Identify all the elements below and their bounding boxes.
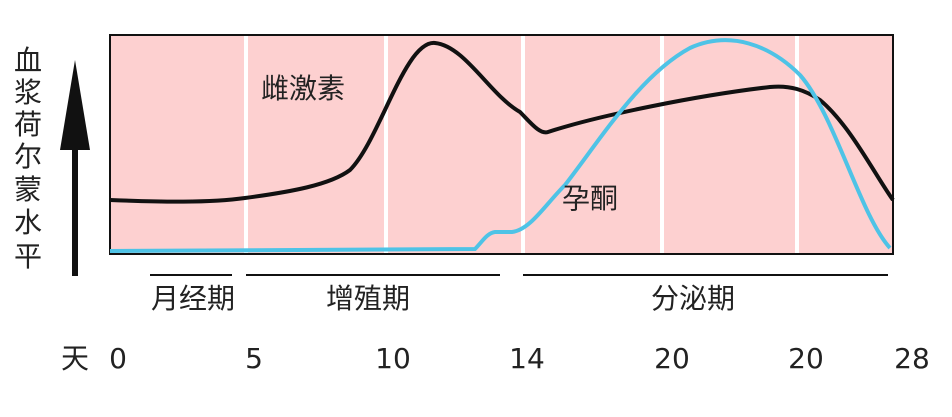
panel [109, 34, 894, 255]
y-axis-char: 水 [14, 206, 42, 239]
y-axis-char: 蒙 [14, 173, 42, 206]
y-arrow-shaft [72, 140, 78, 276]
x-tick-label: 10 [375, 342, 411, 375]
y-axis-char: 血 [14, 44, 42, 77]
x-unit: 天 [61, 342, 89, 375]
phase-label: 月经期 [151, 282, 235, 315]
curve-label: 孕酮 [562, 182, 618, 215]
x-tick-label: 5 [245, 342, 263, 375]
x-tick-label: 20 [654, 342, 690, 375]
phase-label: 分泌期 [651, 282, 735, 315]
y-axis-char: 尔 [14, 140, 42, 173]
y-axis-char: 荷 [14, 108, 42, 141]
x-tick-label: 0 [109, 342, 127, 375]
y-axis-char: 平 [14, 240, 42, 273]
x-tick-label: 20 [788, 342, 824, 375]
progesterone-curve [109, 38, 892, 253]
x-tick-label: 14 [509, 342, 545, 375]
y-arrow-head [60, 60, 90, 150]
x-ticks: 0 5 10 14 20 20 28 [109, 342, 930, 375]
phase-label: 增殖期 [326, 282, 410, 315]
x-tick-label: 28 [894, 342, 930, 375]
estrogen-curve [109, 41, 895, 204]
y-axis-char: 浆 [14, 76, 42, 109]
curve-label: 雌激素 [261, 72, 345, 105]
